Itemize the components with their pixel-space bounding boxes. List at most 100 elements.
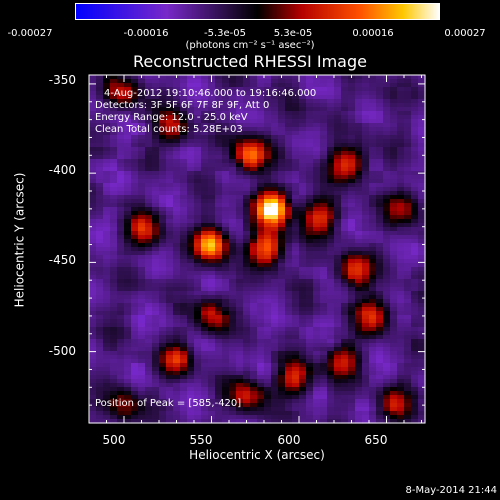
heatmap-cell	[243, 247, 251, 252]
heatmap-cell	[229, 331, 237, 336]
heatmap-cell	[96, 247, 104, 252]
heatmap-cell	[222, 251, 230, 256]
heatmap-cell	[299, 131, 307, 136]
heatmap-cell	[341, 411, 349, 416]
heatmap-cell	[215, 367, 223, 372]
heatmap-cell	[194, 151, 202, 156]
heatmap-cell	[222, 143, 230, 148]
heatmap-cell	[320, 95, 328, 100]
heatmap-cell	[194, 315, 202, 320]
heatmap-cell	[96, 375, 104, 380]
heatmap-cell	[404, 219, 412, 224]
heatmap-cell	[313, 379, 321, 384]
heatmap-cell	[131, 295, 139, 300]
heatmap-cell	[369, 195, 377, 200]
heatmap-cell	[173, 127, 181, 132]
heatmap-cell	[215, 275, 223, 280]
heatmap-cell	[173, 311, 181, 316]
heatmap-cell	[264, 299, 272, 304]
heatmap-cell	[138, 403, 146, 408]
heatmap-cell	[404, 139, 412, 144]
heatmap-cell	[124, 311, 132, 316]
heatmap-cell	[194, 287, 202, 292]
heatmap-cell	[138, 163, 146, 168]
heatmap-cell	[355, 363, 363, 368]
heatmap-cell	[327, 163, 335, 168]
heatmap-cell	[390, 411, 398, 416]
heatmap-cell	[376, 251, 384, 256]
heatmap-cell	[131, 335, 139, 340]
heatmap-cell	[152, 287, 160, 292]
heatmap-cell	[257, 199, 265, 204]
heatmap-cell	[124, 211, 132, 216]
heatmap-cell	[313, 395, 321, 400]
heatmap-cell	[397, 155, 405, 160]
heatmap-cell	[292, 315, 300, 320]
heatmap-cell	[173, 279, 181, 284]
heatmap-cell	[355, 291, 363, 296]
heatmap-cell	[152, 291, 160, 296]
heatmap-cell	[278, 155, 286, 160]
heatmap-cell	[194, 211, 202, 216]
heatmap-cell	[376, 287, 384, 292]
heatmap-cell	[131, 231, 139, 236]
heatmap-cell	[320, 311, 328, 316]
heatmap-cell	[110, 123, 118, 128]
heatmap-cell	[173, 347, 181, 352]
heatmap-cell	[355, 347, 363, 352]
heatmap-cell	[411, 387, 419, 392]
heatmap-cell	[390, 151, 398, 156]
heatmap-cell	[369, 147, 377, 152]
heatmap-cell	[341, 79, 349, 84]
heatmap-cell	[257, 135, 265, 140]
heatmap-cell	[103, 239, 111, 244]
heatmap-cell	[138, 391, 146, 396]
heatmap-cell	[376, 323, 384, 328]
heatmap-cell	[404, 343, 412, 348]
heatmap-cell	[222, 231, 230, 236]
heatmap-cell	[222, 315, 230, 320]
heatmap-cell	[355, 211, 363, 216]
heatmap-cell	[166, 151, 174, 156]
heatmap-cell	[348, 303, 356, 308]
heatmap-cell	[292, 379, 300, 384]
heatmap-cell	[222, 219, 230, 224]
heatmap-cell	[264, 99, 272, 104]
heatmap-cell	[327, 279, 335, 284]
heatmap-cell	[117, 199, 125, 204]
heatmap-cell	[271, 143, 279, 148]
heatmap-cell	[117, 87, 125, 92]
heatmap-cell	[383, 131, 391, 136]
heatmap-cell	[173, 283, 181, 288]
heatmap-cell	[313, 323, 321, 328]
heatmap-cell	[103, 319, 111, 324]
heatmap-cell	[411, 271, 419, 276]
heatmap-cell	[334, 75, 342, 80]
heatmap-cell	[229, 259, 237, 264]
heatmap-cell	[131, 87, 139, 92]
heatmap-cell	[383, 235, 391, 240]
heatmap-cell	[250, 267, 258, 272]
heatmap-cell	[250, 111, 258, 116]
heatmap-cell	[208, 159, 216, 164]
heatmap-cell	[180, 103, 188, 108]
heatmap-cell	[89, 199, 97, 204]
heatmap-cell	[222, 171, 230, 176]
heatmap-cell	[362, 355, 370, 360]
heatmap-cell	[362, 219, 370, 224]
heatmap-cell	[369, 87, 377, 92]
heatmap-cell	[236, 235, 244, 240]
heatmap-cell	[173, 391, 181, 396]
heatmap-cell	[180, 163, 188, 168]
heatmap-cell	[376, 315, 384, 320]
heatmap-cell	[215, 215, 223, 220]
heatmap-cell	[124, 315, 132, 320]
heatmap-cell	[201, 115, 209, 120]
heatmap-cell	[243, 103, 251, 108]
heatmap-cell	[376, 231, 384, 236]
heatmap-cell	[96, 187, 104, 192]
heatmap-cell	[89, 75, 97, 80]
heatmap-cell	[404, 359, 412, 364]
heatmap-cell	[173, 159, 181, 164]
heatmap-cell	[145, 259, 153, 264]
